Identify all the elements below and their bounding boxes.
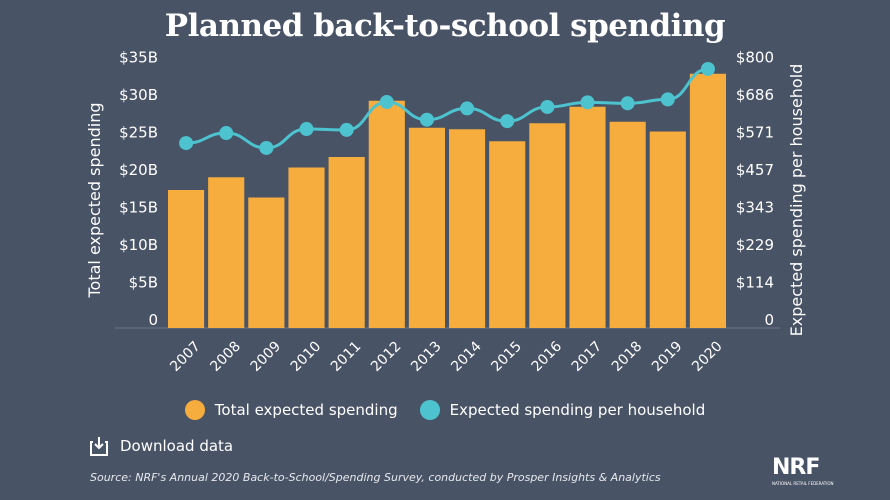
line-point (219, 126, 234, 141)
line-point (500, 114, 515, 129)
line-point (419, 112, 434, 127)
download-label: Download data (120, 437, 234, 455)
left-tick-label: $5B (129, 274, 158, 292)
line-point (660, 92, 675, 107)
right-tick-label: 0 (764, 311, 774, 329)
x-tick-label: 2016 (529, 338, 566, 375)
download-icon (90, 437, 108, 456)
chart-title: Planned back-to-school spending (164, 8, 726, 44)
logo-text: NRF (772, 455, 820, 480)
legend-item-line: Expected spending per household (419, 400, 706, 420)
bar (368, 100, 405, 328)
line-point (460, 101, 475, 116)
source-note: Source: NRF's Annual 2020 Back-to-School… (90, 471, 661, 484)
legend-label: Total expected spending (214, 401, 398, 419)
x-tick-label: 2017 (569, 338, 606, 375)
line-point (620, 96, 635, 111)
bar (328, 157, 365, 328)
legend-swatch-orange (184, 400, 205, 420)
x-tick-label: 2010 (288, 338, 325, 375)
x-tick-label: 2014 (448, 338, 485, 375)
download-data-button[interactable]: Download data (90, 436, 233, 456)
logo-subtext: NATIONAL RETAIL FEDERATION (772, 481, 834, 486)
right-tick-label: $229 (736, 236, 774, 254)
bar (168, 190, 205, 328)
bar (609, 121, 646, 328)
left-tick-label: $20B (119, 161, 158, 179)
line-point (700, 61, 715, 76)
x-tick-label: 2012 (368, 338, 405, 375)
bar (689, 73, 726, 328)
left-axis-label: Total expected spending (85, 102, 104, 298)
line-point (339, 122, 354, 137)
bar (569, 106, 606, 328)
line-point (580, 95, 595, 110)
right-tick-label: $571 (736, 124, 774, 142)
right-tick-label: $343 (736, 199, 774, 217)
right-tick-label: $686 (736, 86, 774, 104)
bar (408, 127, 445, 328)
line-point (179, 136, 194, 151)
left-tick-label: $15B (119, 199, 158, 217)
left-tick-label: 0 (148, 311, 158, 329)
combo-chart: 0 $5B $10B $15B $20B $25B $30B $35B 0 $114 $229 $34… (85, 49, 806, 375)
left-tick-label: $35B (119, 49, 158, 67)
x-tick-label: 2019 (649, 338, 686, 375)
bar (248, 197, 285, 328)
x-tick-label: 2011 (328, 338, 365, 375)
line-point (540, 99, 555, 114)
right-tick-label: $457 (736, 161, 774, 179)
x-tick-label: 2020 (689, 338, 726, 375)
legend-label: Expected spending per household (449, 401, 706, 419)
bar (529, 123, 566, 328)
legend-item-bar: Total expected spending (184, 400, 398, 420)
line-point (259, 140, 274, 155)
bar (288, 167, 325, 328)
right-tick-label: $114 (736, 274, 774, 292)
x-tick-label: 2007 (167, 338, 204, 375)
left-tick-label: $25B (119, 124, 158, 142)
right-tick-label: $800 (736, 49, 774, 67)
bar (649, 131, 686, 328)
x-tick-label: 2015 (488, 338, 525, 375)
legend: Total expected spending Expected spendin… (0, 400, 890, 420)
left-tick-label: $10B (119, 236, 158, 254)
left-tick-label: $30B (119, 86, 158, 104)
bar (489, 141, 526, 328)
legend-swatch-teal (419, 400, 440, 420)
nrf-logo: NRF NATIONAL RETAIL FEDERATION (772, 456, 834, 487)
bar (449, 129, 486, 328)
line-point (379, 95, 394, 110)
line-point (299, 122, 314, 137)
bar (208, 177, 245, 328)
x-tick-label: 2013 (408, 338, 445, 375)
x-tick-label: 2009 (248, 338, 285, 375)
right-axis-label: Expected spending per household (787, 64, 806, 337)
x-tick-label: 2018 (609, 338, 646, 375)
x-tick-label: 2008 (207, 338, 244, 375)
